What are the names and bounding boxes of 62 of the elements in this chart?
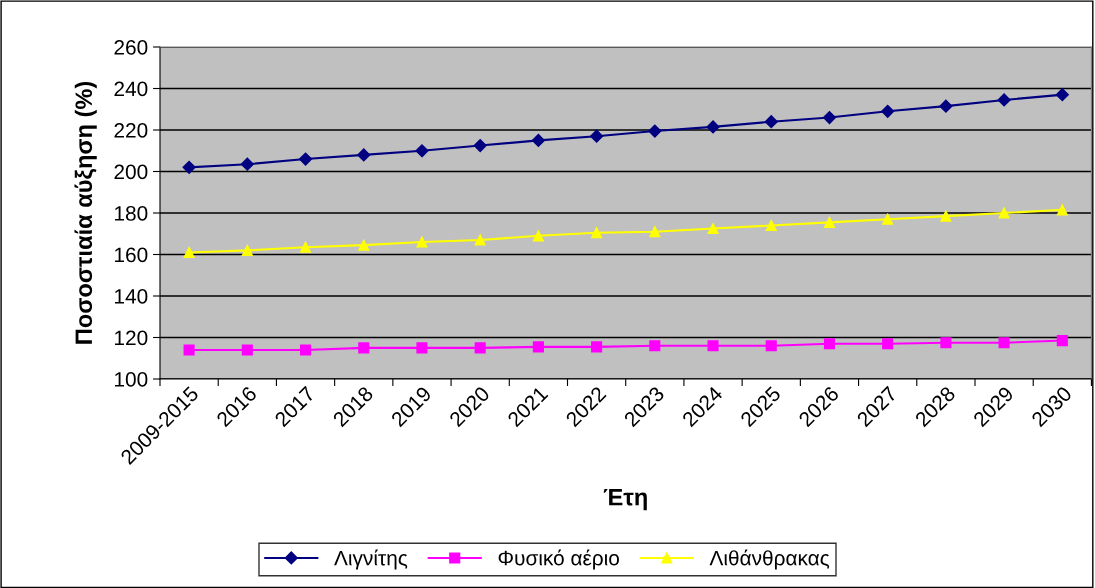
point bbox=[473, 138, 487, 153]
point bbox=[1056, 335, 1068, 347]
point bbox=[882, 338, 894, 350]
point bbox=[707, 223, 719, 235]
legend-label: Λιγνίτης bbox=[334, 549, 408, 570]
y-tick-label: 120 bbox=[115, 330, 148, 346]
point bbox=[416, 236, 428, 248]
point bbox=[298, 152, 313, 166]
y-tick-label: 160 bbox=[115, 247, 148, 263]
y-tick-label: 140 bbox=[115, 289, 148, 304]
point bbox=[882, 213, 894, 225]
point bbox=[822, 110, 837, 125]
point bbox=[241, 344, 253, 356]
legend-label: Λιθάνθρακας bbox=[709, 549, 830, 570]
point bbox=[416, 342, 428, 354]
point bbox=[997, 93, 1011, 107]
point bbox=[299, 344, 312, 356]
point bbox=[241, 244, 253, 256]
point bbox=[881, 104, 895, 118]
point bbox=[823, 338, 836, 350]
point bbox=[591, 227, 603, 239]
point bbox=[415, 144, 429, 158]
point bbox=[706, 120, 720, 134]
point bbox=[591, 341, 603, 353]
y-tick-label: 260 bbox=[114, 40, 148, 55]
legend-label: Φυσικό αέριο bbox=[498, 549, 619, 570]
point bbox=[765, 219, 777, 232]
point bbox=[358, 239, 370, 251]
y-axis-title: Ποσοστιαία αύξηση (%) bbox=[74, 81, 97, 344]
y-tick-label: 240 bbox=[114, 81, 148, 97]
y-tick-label: 100 bbox=[115, 372, 148, 387]
point bbox=[823, 216, 836, 228]
point bbox=[998, 207, 1010, 219]
point bbox=[707, 340, 719, 352]
y-tick-label: 220 bbox=[114, 123, 148, 138]
point bbox=[939, 99, 953, 113]
point bbox=[358, 342, 370, 354]
point bbox=[531, 133, 545, 147]
point bbox=[648, 124, 662, 138]
point bbox=[299, 241, 312, 253]
point bbox=[998, 337, 1010, 349]
y-tick-label: 180 bbox=[115, 206, 148, 221]
point bbox=[357, 148, 371, 162]
point bbox=[474, 342, 486, 354]
point bbox=[183, 344, 195, 356]
point bbox=[182, 160, 196, 174]
point bbox=[1056, 204, 1068, 216]
point bbox=[649, 340, 661, 352]
point bbox=[940, 337, 952, 349]
y-tick-label: 200 bbox=[114, 164, 148, 180]
point bbox=[183, 246, 195, 258]
point bbox=[764, 115, 778, 129]
point bbox=[765, 340, 777, 352]
x-axis-title: Έτη bbox=[603, 489, 647, 511]
point bbox=[474, 234, 486, 246]
point bbox=[1055, 88, 1069, 102]
point bbox=[240, 157, 254, 171]
point bbox=[590, 129, 604, 143]
point bbox=[532, 341, 544, 353]
point bbox=[532, 230, 544, 242]
point bbox=[940, 210, 952, 222]
point bbox=[649, 226, 661, 238]
